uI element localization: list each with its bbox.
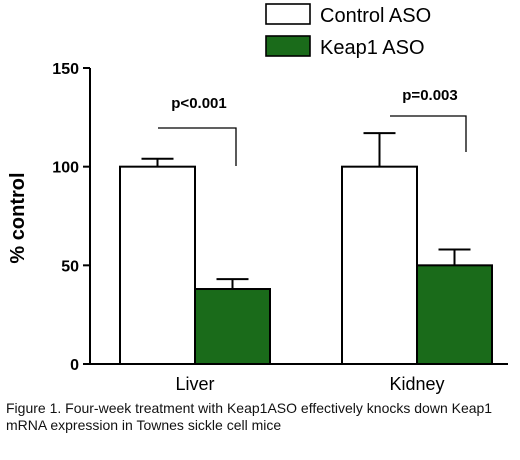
bar-control-aso-liver: [119, 165, 196, 365]
figure-caption: Figure 1. Four-week treatment with Keap1…: [6, 400, 493, 433]
legend-label-control-aso: Control ASO: [320, 5, 431, 27]
bar-chart: 0 50 100 150 % control Liver Kidney p<0.001 p=0.…: [7, 3, 508, 394]
significance-bracket: [390, 115, 467, 152]
legend-label-keap1-aso: Keap1 ASO: [320, 37, 425, 59]
p-value-label: p=0.003: [402, 87, 457, 104]
bar-keap1-aso-kidney: [416, 264, 493, 366]
x-tick-label-kidney: Kidney: [389, 374, 444, 394]
significance-bracket: [158, 127, 237, 166]
y-tick-label: 50: [61, 258, 79, 275]
p-value-label: p<0.001: [171, 95, 226, 112]
bar-keap1-aso-liver: [194, 288, 271, 365]
y-tick-label: 0: [70, 357, 79, 374]
y-tick-label: 100: [52, 160, 79, 177]
x-tick-label-liver: Liver: [175, 374, 214, 394]
y-tick-label: 150: [52, 61, 79, 78]
legend-swatch-control-aso: [265, 3, 311, 25]
legend-swatch-keap1-aso: [265, 35, 311, 57]
y-axis-label: % control: [7, 172, 29, 263]
bar-control-aso-kidney: [341, 165, 418, 365]
